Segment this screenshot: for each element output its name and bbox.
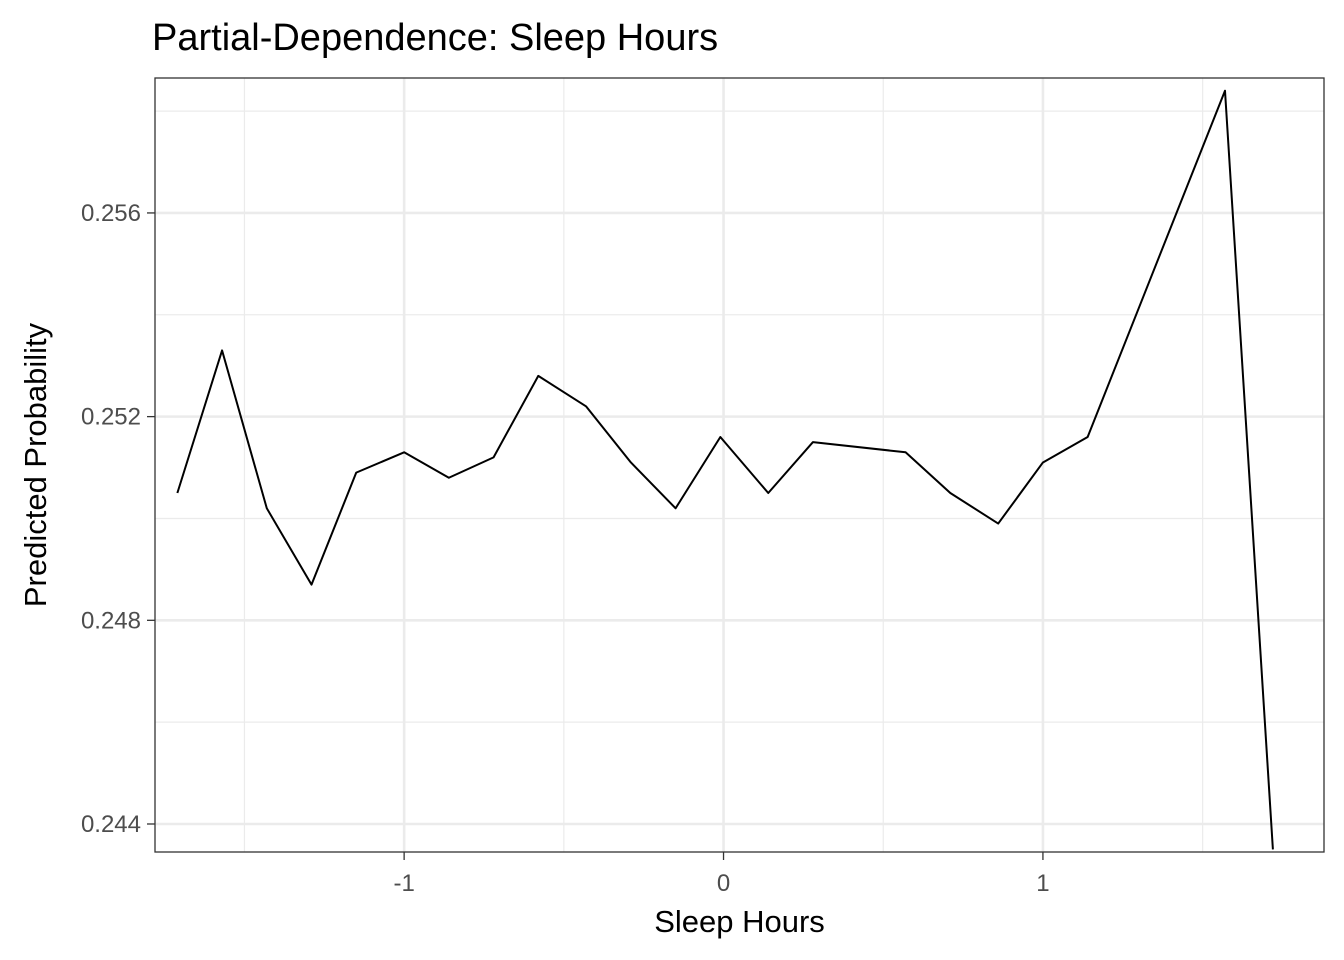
data-point — [766, 491, 770, 495]
data-point — [1223, 89, 1227, 93]
data-point — [718, 435, 722, 439]
data-point — [1086, 435, 1090, 439]
data-point — [310, 583, 314, 587]
data-point — [175, 491, 179, 495]
data-point — [1041, 460, 1045, 464]
x-tick-label: -1 — [393, 870, 414, 897]
data-line — [176, 89, 1274, 850]
data-point — [948, 491, 952, 495]
y-axis-title: Predicted Probability — [18, 322, 53, 607]
plot-panel — [155, 78, 1324, 852]
x-axis-title: Sleep Hours — [654, 904, 825, 939]
x-tick-label: 0 — [717, 870, 730, 897]
minor-gridlines — [155, 78, 1324, 852]
y-axis: 0.244 0.248 0.252 0.256 — [81, 200, 155, 838]
major-gridlines — [155, 78, 1324, 852]
data-point — [584, 404, 588, 408]
y-tick-label: 0.244 — [81, 811, 141, 838]
y-tick-label: 0.252 — [81, 404, 141, 431]
x-tick-label: 1 — [1036, 870, 1049, 897]
data-point — [674, 506, 678, 510]
data-point — [265, 506, 269, 510]
x-axis: -1 0 1 — [393, 852, 1050, 897]
chart-title: Partial-Dependence: Sleep Hours — [152, 17, 718, 59]
data-point — [354, 471, 358, 475]
data-point — [811, 440, 815, 444]
data-point — [492, 455, 496, 459]
y-tick-label: 0.248 — [81, 607, 141, 634]
data-point — [996, 522, 1000, 526]
data-point — [447, 476, 451, 480]
data-point — [904, 450, 908, 454]
data-point — [220, 348, 224, 352]
data-point — [402, 450, 406, 454]
data-point — [629, 460, 633, 464]
data-point — [536, 374, 540, 378]
y-tick-label: 0.256 — [81, 200, 141, 227]
data-point — [1271, 847, 1275, 851]
plot-border — [154, 77, 1325, 853]
